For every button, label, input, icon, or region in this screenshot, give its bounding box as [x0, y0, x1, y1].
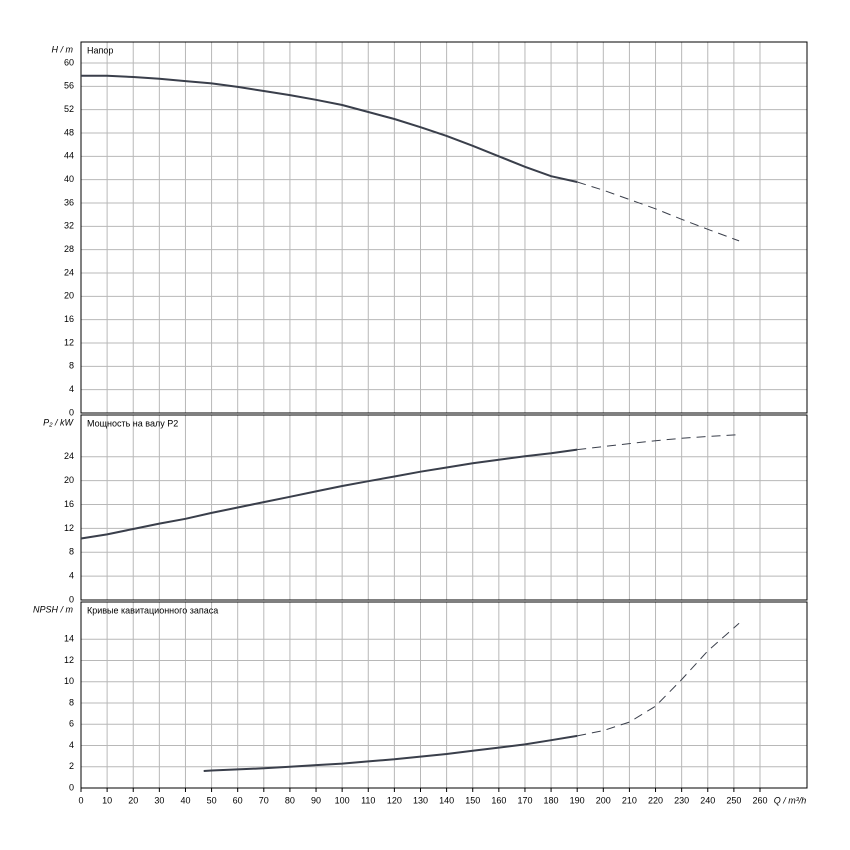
y-tick-label: 0 [69, 594, 74, 604]
y-tick-label: 4 [69, 384, 74, 394]
x-tick-label: 210 [622, 795, 637, 805]
x-tick-label: 190 [570, 795, 585, 805]
plot-frame [80, 601, 808, 789]
y-tick-label: 8 [69, 697, 74, 707]
x-tick-label: 50 [207, 795, 217, 805]
x-tick-label: 30 [154, 795, 164, 805]
x-tick-label: 150 [465, 795, 480, 805]
y-tick-label: 52 [64, 104, 74, 114]
y-tick-label: 12 [64, 337, 74, 347]
y-tick-label: 10 [64, 676, 74, 686]
y-tick-label: 20 [64, 475, 74, 485]
x-tick-label: 240 [700, 795, 715, 805]
y-tick-label: 6 [69, 719, 74, 729]
x-tick-label: 90 [311, 795, 321, 805]
plot-frame [80, 41, 808, 414]
x-tick-label: 200 [596, 795, 611, 805]
y-tick-label: 24 [64, 451, 74, 461]
x-tick-label: 70 [259, 795, 269, 805]
y-tick-label: 16 [64, 499, 74, 509]
x-tick-label: 20 [128, 795, 138, 805]
y-tick-label: 40 [64, 174, 74, 184]
x-tick-label: 160 [491, 795, 506, 805]
plot-frame [80, 414, 808, 601]
y-tick-label: 60 [64, 57, 74, 67]
x-tick-label: 110 [361, 795, 375, 805]
y-tick-label: 8 [69, 547, 74, 557]
x-tick-label: 230 [674, 795, 689, 805]
x-tick-label: 120 [387, 795, 402, 805]
y-tick-label: 32 [64, 221, 74, 231]
y-axis-label: NPSH / m [33, 604, 74, 614]
curve [577, 622, 740, 737]
y-tick-label: 24 [64, 267, 74, 277]
curve [80, 448, 578, 540]
curve [577, 181, 740, 242]
x-tick-label: 250 [726, 795, 741, 805]
x-tick-label: 220 [648, 795, 663, 805]
x-tick-label: 140 [439, 795, 454, 805]
x-tick-label: 40 [180, 795, 190, 805]
curve [81, 74, 578, 183]
x-tick-label: 170 [517, 795, 532, 805]
panel-title: Мощность на валу P2 [87, 418, 178, 428]
x-axis-label: Q / m³/h [774, 795, 807, 805]
x-tick-label: 130 [413, 795, 428, 805]
y-tick-label: 4 [69, 571, 74, 581]
y-tick-label: 0 [69, 407, 74, 417]
x-tick-label: 260 [752, 795, 767, 805]
y-tick-label: 2 [69, 761, 74, 771]
y-tick-label: 8 [69, 361, 74, 371]
y-tick-label: 0 [69, 782, 74, 792]
x-tick-label: 80 [285, 795, 295, 805]
x-tick-label: 100 [335, 795, 350, 805]
panel-title: Напор [87, 45, 113, 55]
panel-title: Кривые кавитационного запаса [87, 605, 218, 615]
y-tick-label: 14 [64, 634, 74, 644]
y-tick-label: 56 [64, 81, 74, 91]
curve [203, 734, 578, 772]
y-tick-label: 4 [69, 740, 74, 750]
y-tick-label: 12 [64, 523, 74, 533]
x-tick-label: 0 [78, 795, 83, 805]
x-tick-label: 10 [102, 795, 112, 805]
y-tick-label: 48 [64, 127, 74, 137]
x-tick-label: 180 [544, 795, 559, 805]
y-tick-label: 16 [64, 314, 74, 324]
y-tick-label: 12 [64, 655, 74, 665]
y-tick-label: 28 [64, 244, 74, 254]
x-tick-label: 60 [233, 795, 243, 805]
y-tick-label: 36 [64, 197, 74, 207]
curve [577, 434, 740, 451]
y-axis-label: P₂ / kW [43, 417, 74, 427]
y-tick-label: 44 [64, 151, 74, 161]
y-axis-label: H / m [52, 44, 74, 54]
y-tick-label: 20 [64, 291, 74, 301]
